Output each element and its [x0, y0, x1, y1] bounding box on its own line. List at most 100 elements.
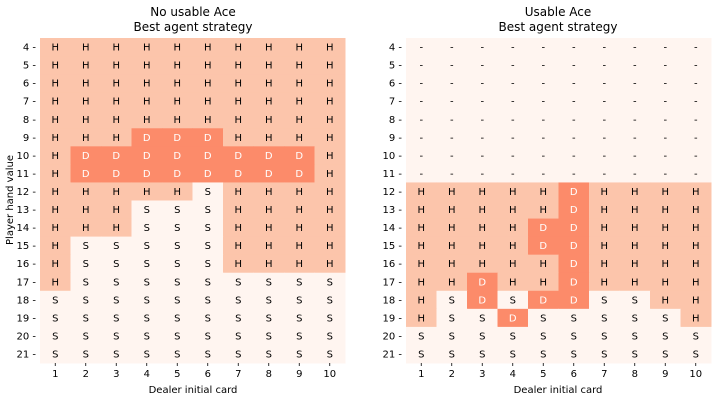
cell-label: S [235, 277, 241, 288]
heatmap-cell [70, 344, 102, 364]
cell-label: H [265, 115, 273, 126]
heatmap-cell [70, 326, 102, 346]
heatmap-cell [192, 74, 224, 93]
heatmap-cell [589, 146, 620, 165]
heatmap-cell [497, 254, 529, 274]
heatmap-cell [528, 92, 559, 111]
cell-label: H [82, 187, 90, 198]
heatmap-cell [650, 146, 681, 165]
cell-label: S [113, 313, 119, 324]
cell-label: H [234, 61, 242, 72]
cell-label: H [204, 43, 212, 54]
cell-label: S [296, 349, 302, 360]
cell-label: S [113, 241, 119, 252]
cell-label: H [112, 97, 120, 108]
heatmap-cell [131, 128, 163, 147]
cell-label: H [51, 205, 59, 216]
cell-label: H [417, 313, 425, 324]
cell-label: H [112, 79, 120, 90]
cell-label: D [234, 169, 242, 180]
cell-label: - [633, 97, 637, 108]
heatmap-cell [650, 200, 681, 220]
heatmap-cell [223, 182, 254, 201]
y-tick-label: 19 - [16, 313, 36, 324]
cell-label: H [295, 115, 303, 126]
x-axis-label: Dealer initial card [149, 385, 238, 396]
axis-ticks: 4 -5 -6 -7 -8 -9 -10 -11 -12 -13 -14 -15… [382, 43, 702, 380]
x-tick-label: 7 [235, 369, 241, 380]
heatmap-cell [284, 344, 315, 364]
cell-label: - [663, 79, 667, 90]
heatmap-cell [40, 344, 71, 364]
cell-label: - [602, 61, 606, 72]
heatmap-cell [467, 38, 498, 57]
heatmap-cell [40, 164, 71, 183]
heatmap-cell [589, 344, 620, 364]
y-tick-label: 8 - [23, 115, 37, 126]
heatmap-cell [650, 182, 681, 201]
heatmap-cell [650, 110, 681, 129]
heatmap-cell [619, 110, 651, 129]
cell-label: S [327, 331, 333, 342]
cell-label: - [633, 43, 637, 54]
heatmap-cell [314, 308, 346, 328]
cell-label: S [52, 313, 58, 324]
heatmap-cell [223, 92, 254, 111]
heatmap-cell [162, 326, 193, 346]
heatmap-cell [436, 92, 468, 111]
heatmap-cell [406, 236, 437, 256]
heatmap-cell [284, 92, 315, 111]
cell-label: - [419, 61, 423, 72]
cell-label: H [51, 43, 59, 54]
heatmap-cell [314, 344, 346, 364]
heatmap-cell [40, 56, 71, 75]
heatmap-cell [497, 218, 529, 238]
x-tick-label: 4 [510, 369, 516, 380]
cell-label: H [326, 43, 334, 54]
heatmap-cell [436, 110, 468, 129]
heatmap-cell [558, 254, 590, 274]
cell-label: S [327, 295, 333, 306]
heatmap-cell [558, 128, 590, 147]
cell-label: H [326, 205, 334, 216]
heatmap-cell [619, 164, 651, 183]
heatmap-cell [497, 92, 529, 111]
x-tick-label: 4 [144, 369, 150, 380]
cell-label: H [82, 223, 90, 234]
heatmap-cell [131, 38, 163, 57]
heatmap-cell [619, 38, 651, 57]
cell-label: S [601, 331, 607, 342]
heatmap-cell [589, 128, 620, 147]
cell-label: - [633, 169, 637, 180]
cell-label: D [173, 151, 181, 162]
heatmap-cell [650, 236, 681, 256]
cell-label: S [662, 331, 668, 342]
heatmap-cell [131, 344, 163, 364]
heatmap-cell [467, 308, 498, 328]
heatmap-cell [162, 146, 193, 165]
heatmap-cell [253, 344, 285, 364]
heatmap-cell [70, 308, 102, 328]
cell-label: D [143, 133, 151, 144]
y-tick-label: 17 - [16, 277, 36, 288]
cell-label: D [265, 151, 273, 162]
cell-label: S [205, 277, 211, 288]
cell-label: - [694, 115, 698, 126]
cell-label: - [694, 79, 698, 90]
cell-label: S [235, 349, 241, 360]
cell-label: S [479, 349, 485, 360]
heatmap-cell [131, 74, 163, 93]
heatmap-cell [284, 56, 315, 75]
cell-label: - [541, 133, 545, 144]
heatmap-cell [619, 74, 651, 93]
cell-label: H [234, 133, 242, 144]
heatmap-cell [589, 74, 620, 93]
x-tick-label: 9 [662, 369, 668, 380]
cell-label: D [570, 295, 578, 306]
heatmap-cell [528, 110, 559, 129]
cell-label: - [419, 79, 423, 90]
cell-label: H [326, 169, 334, 180]
cell-label: - [572, 43, 576, 54]
cell-label: H [143, 187, 151, 198]
heatmap-cell [40, 326, 71, 346]
